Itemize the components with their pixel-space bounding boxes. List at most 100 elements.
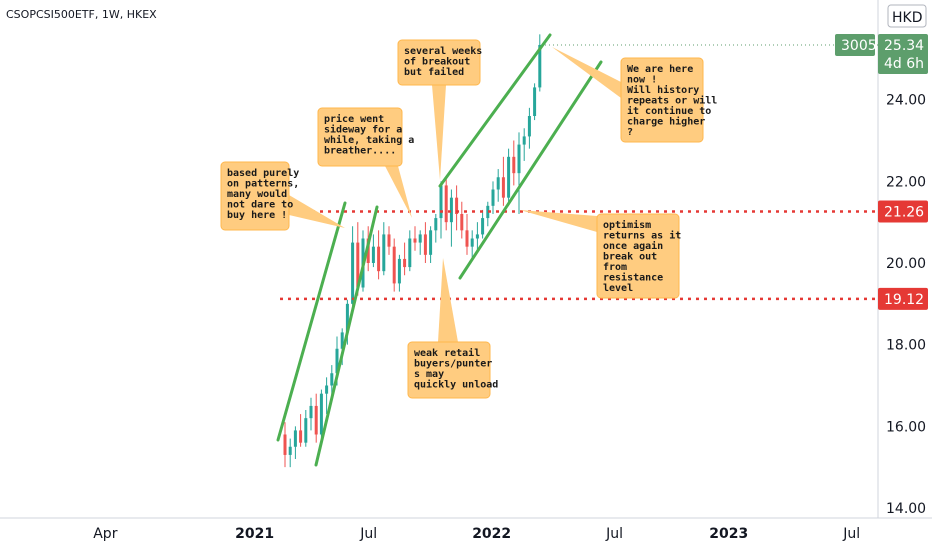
time-tick-label: 2022 <box>472 526 511 542</box>
candle-body <box>512 156 516 174</box>
callout-text-line: once again <box>603 240 663 252</box>
candle-body <box>351 242 355 304</box>
price-level-tag-label: 19.12 <box>884 292 924 308</box>
candle-body <box>335 348 339 374</box>
current-price-label: 25.34 <box>884 38 924 54</box>
currency-box[interactable] <box>887 4 927 28</box>
price-level-tag <box>878 287 928 310</box>
callout-text-line: breather.... <box>324 146 396 157</box>
callout-text-line: We are here <box>627 64 693 75</box>
candle-body <box>527 116 531 137</box>
candle-body <box>439 185 443 219</box>
candle-body <box>319 393 323 435</box>
callout-text-line: of breakout <box>404 57 470 68</box>
callout-pointer <box>438 258 458 342</box>
callout-box <box>397 39 481 86</box>
candle-body <box>423 234 427 255</box>
candle-body <box>403 258 407 268</box>
support-resistance-levels <box>280 210 878 301</box>
callout-box <box>620 57 704 143</box>
candle-body <box>429 230 433 255</box>
callout-text-line: but failed <box>404 66 464 78</box>
callout-text-line: now ! <box>627 75 657 86</box>
candle-body <box>481 218 485 235</box>
callout-text-line: level <box>603 283 633 294</box>
price-tick-label: 22.00 <box>886 174 926 190</box>
callout-text-line: Will history <box>627 84 699 96</box>
time-axis[interactable]: Apr 2021 Jul 2022 Jul 2023 Jul <box>93 526 860 542</box>
candle-body <box>340 332 344 349</box>
trend-channel-line <box>276 201 347 442</box>
callout-text-line: quickly unload <box>414 379 498 391</box>
callout-text-line: while, taking a <box>324 134 414 146</box>
callout-text-line: buy here ! <box>227 210 287 221</box>
callout-text-line: it continue to <box>627 105 711 117</box>
countdown-label: 4d 6h <box>884 56 924 72</box>
candle-body <box>314 405 318 435</box>
candle-body <box>304 418 308 443</box>
candle-body <box>382 234 386 272</box>
candle-body <box>345 303 349 333</box>
candle-body <box>501 177 505 198</box>
callout-box <box>407 341 491 399</box>
time-tick-label: Jul <box>605 526 623 542</box>
callout-pointer <box>520 210 597 232</box>
candle-body <box>397 258 401 284</box>
candle-body <box>366 238 370 263</box>
callout-text-line: many would <box>227 189 287 200</box>
price-tick-label: 20.00 <box>886 256 926 272</box>
callout-text-line: buyers/punter <box>414 359 492 370</box>
candle-body <box>470 238 474 247</box>
callout-text-line: sideway for a <box>324 124 402 136</box>
candle-body <box>460 214 464 231</box>
time-tick-label: Jul <box>842 526 860 542</box>
candle-body <box>408 238 412 268</box>
candle-body <box>299 430 303 443</box>
candle-body <box>517 144 521 174</box>
trend-channel-line <box>438 33 552 188</box>
candle-body <box>293 430 297 447</box>
candle-body <box>288 446 292 455</box>
candle-body <box>413 238 417 243</box>
callout-text-line: several weeks <box>404 46 482 57</box>
candle-body <box>444 185 448 223</box>
candle-body <box>371 246 375 263</box>
candle-body <box>387 234 391 247</box>
candle-body <box>434 218 438 231</box>
callout-text-line: not dare to <box>227 200 293 211</box>
price-level-tag-label: 21.26 <box>884 205 924 221</box>
callout-box <box>220 161 290 231</box>
price-axis[interactable]: 24.00 22.00 20.00 18.00 16.00 14.00 <box>886 93 926 517</box>
trend-channel-line <box>314 205 379 467</box>
callout-text-line: break out <box>603 252 657 263</box>
price-tick-label: 24.00 <box>886 93 926 109</box>
candle-body <box>356 242 360 288</box>
callout-pointer <box>385 166 412 218</box>
symbol-title: CSOPCSI500ETF, 1W, HKEX <box>6 8 157 21</box>
price-tick-label: 16.00 <box>886 419 926 435</box>
callout-text-line: weak retail <box>414 347 480 359</box>
candle-body <box>309 405 313 419</box>
callout-text-line: s may <box>414 369 444 380</box>
candle-body <box>522 136 526 145</box>
candle-body <box>325 385 329 394</box>
candle-body <box>418 234 422 243</box>
callout-text-line: ? <box>627 127 633 138</box>
callout-text-line: returns as it <box>603 230 681 242</box>
candle-body <box>377 246 381 272</box>
candle-body <box>465 230 469 247</box>
candle-body <box>449 197 453 223</box>
trend-channel-line <box>458 60 603 280</box>
candle-body <box>486 205 490 219</box>
candle-body <box>491 189 495 206</box>
callout-pointer <box>289 195 345 228</box>
